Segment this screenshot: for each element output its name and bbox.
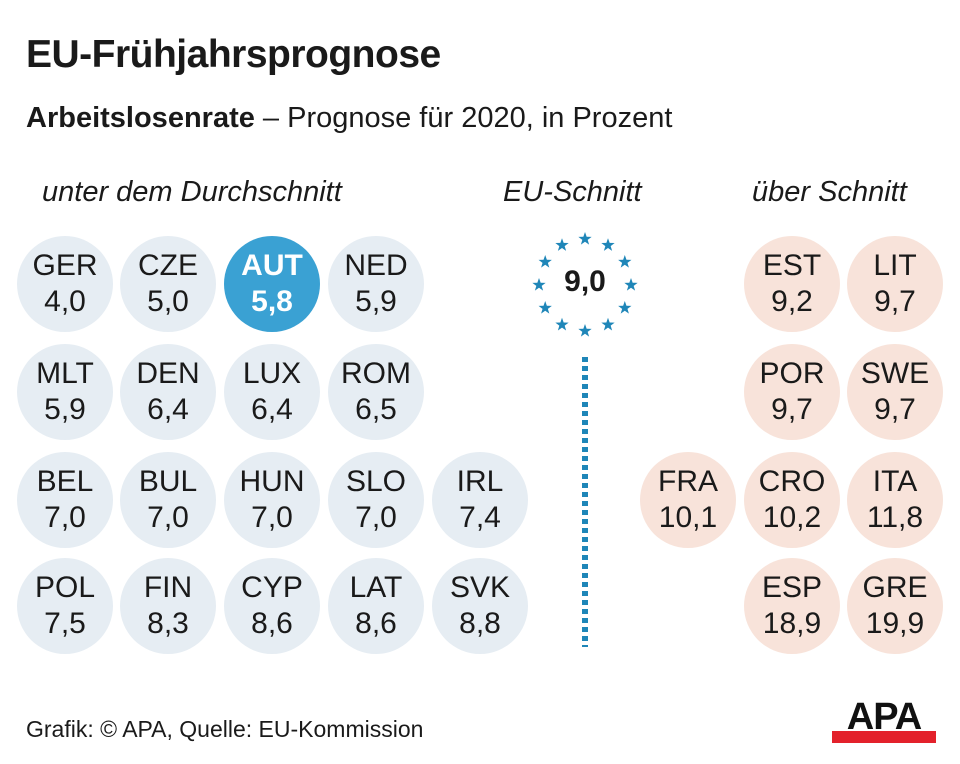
above-average-label: über Schnitt [752,176,907,208]
country-bubble-fin: FIN 8,3 [120,558,216,654]
country-value: 6,5 [355,393,397,426]
country-value: 7,0 [44,501,86,534]
country-code: CZE [138,249,198,282]
country-code: IRL [456,465,504,498]
country-bubble-est: EST 9,2 [744,236,840,332]
country-bubble-slo: SLO 7,0 [328,452,424,548]
country-code: NED [344,249,408,282]
country-code: BUL [138,465,198,498]
country-bubble-ned: NED 5,9 [328,236,424,332]
country-value: 5,9 [44,393,86,426]
country-bubble-cze: CZE 5,0 [120,236,216,332]
country-value: 6,4 [251,393,293,426]
country-value: 5,9 [355,285,397,318]
country-bubble-rom: ROM 6,5 [328,344,424,440]
country-code: CRO [758,465,826,498]
country-value: 4,0 [44,285,86,318]
country-bubble-aut-highlighted: AUT 5,8 [224,236,320,332]
country-bubble-cyp: CYP 8,6 [224,558,320,654]
eu-average-label: EU-Schnitt [503,176,642,208]
country-value: 8,6 [251,607,293,640]
country-value: 11,8 [866,501,924,534]
country-value: 8,3 [147,607,189,640]
country-code: SWE [860,357,930,390]
country-bubble-bul: BUL 7,0 [120,452,216,548]
country-bubble-por: POR 9,7 [744,344,840,440]
country-bubble-svk: SVK 8,8 [432,558,528,654]
country-value: 5,8 [251,285,293,318]
country-value: 8,8 [459,607,501,640]
country-bubble-ger: GER 4,0 [17,236,113,332]
country-bubble-mlt: MLT 5,9 [17,344,113,440]
country-code: ROM [341,357,411,390]
country-bubble-cro: CRO 10,2 [744,452,840,548]
country-value: 10,2 [762,501,822,534]
country-value: 10,1 [658,501,718,534]
country-bubble-lat: LAT 8,6 [328,558,424,654]
eu-average-value: 9,0 [564,265,606,298]
eu-average-dotted-line [582,357,588,647]
country-bubble-den: DEN 6,4 [120,344,216,440]
country-value: 18,9 [762,607,822,640]
country-code: EST [762,249,822,282]
country-value: 19,9 [865,607,925,640]
country-value: 6,4 [147,393,189,426]
apa-logo: APA [832,696,936,744]
source-credit: Grafik: © APA, Quelle: EU-Kommission [26,716,424,742]
country-code: AUT [241,249,303,282]
country-bubble-bel: BEL 7,0 [17,452,113,548]
country-bubble-gre: GRE 19,9 [847,558,943,654]
country-bubble-irl: IRL 7,4 [432,452,528,548]
country-value: 8,6 [355,607,397,640]
country-code: LAT [349,571,403,604]
country-value: 7,0 [147,501,189,534]
country-bubble-lit: LIT 9,7 [847,236,943,332]
logo-red-bar [832,731,936,743]
country-code: GER [32,249,98,282]
country-value: 9,7 [874,393,916,426]
country-code: MLT [36,357,94,390]
country-code: GRE [862,571,928,604]
country-bubble-pol: POL 7,5 [17,558,113,654]
country-bubble-lux: LUX 6,4 [224,344,320,440]
subtitle-bold: Arbeitslosenrate [26,102,255,134]
country-value: 9,7 [771,393,813,426]
chart-subtitle: Arbeitslosenrate – Prognose für 2020, in… [26,102,672,135]
country-value: 7,5 [44,607,86,640]
country-value: 7,0 [251,501,293,534]
country-code: LUX [242,357,302,390]
country-code: ESP [761,571,823,604]
country-code: ITA [872,465,918,498]
logo-text: APA [846,696,922,738]
country-code: CYP [241,571,303,604]
country-code: DEN [136,357,200,390]
country-code: POL [34,571,96,604]
country-code: FRA [658,465,718,498]
country-value: 5,0 [147,285,189,318]
country-bubble-hun: HUN 7,0 [224,452,320,548]
country-code: SVK [449,571,511,604]
chart-title: EU-Frühjahrsprognose [26,33,441,76]
country-bubble-fra: FRA 10,1 [640,452,736,548]
country-value: 9,2 [771,285,813,318]
country-bubble-ita: ITA 11,8 [847,452,943,548]
country-value: 7,4 [459,501,501,534]
country-code: BEL [36,465,94,498]
country-code: SLO [345,465,407,498]
country-bubble-esp: ESP 18,9 [744,558,840,654]
below-average-label: unter dem Durchschnitt [42,176,342,208]
country-value: 9,7 [874,285,916,318]
subtitle-rest: – Prognose für 2020, in Prozent [254,102,673,134]
country-code: HUN [239,465,305,498]
country-code: LIT [873,249,917,282]
country-bubble-swe: SWE 9,7 [847,344,943,440]
country-value: 7,0 [355,501,397,534]
country-code: POR [759,357,825,390]
country-code: FIN [143,571,193,604]
